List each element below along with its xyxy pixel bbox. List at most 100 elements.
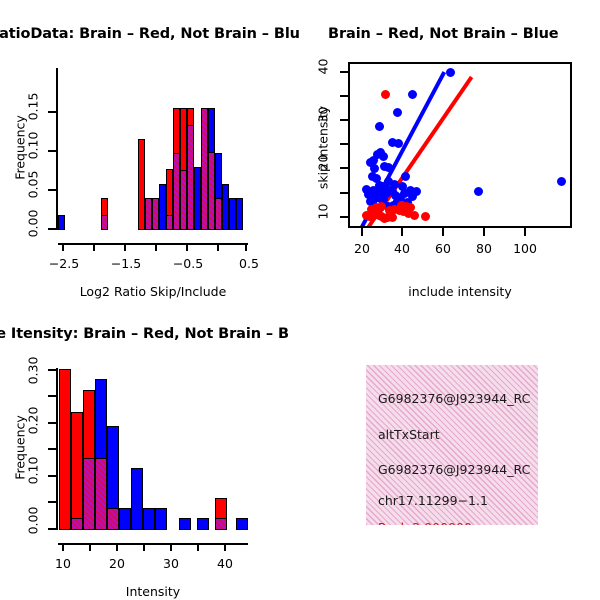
annotation-info-box: G6982376@J923944_RC altTxStart G6982376@… [366,365,538,525]
scatter-point [473,186,483,196]
ratio-bar-overlap [180,170,187,230]
intensity-bar-blue [143,508,155,530]
ratio-y-tick-mark-2 [48,150,56,152]
scatter-point [387,137,397,147]
ratio-bar-overlap [173,153,180,230]
ratio-bar-overlap [166,215,173,230]
intensity-x-tick-mark [62,543,64,551]
scatter-point [401,201,411,211]
scatter-x-tick-mark [524,228,526,236]
scatter-plot-frame [348,62,572,228]
scatter-point [365,196,375,206]
ratio-y-tick-mark-0 [48,228,56,230]
ratio-bar-overlap [201,108,208,230]
panel-intensity-scatter: Brain – Red, Not Brain – Blue skip inten… [300,0,600,300]
ratio-y-tick-mark-1 [48,189,56,191]
intensity-x-tick-mark [116,543,118,551]
scatter-point [405,185,415,195]
panel-ratio-histogram: RatioData: Brain – Red, Not Brain – Blu … [0,0,300,300]
scatter-point [556,176,566,186]
scatter-x-tick-mark [401,228,403,236]
scatter-x-tick-80: 80 [476,241,492,256]
ratio-bar-overlap [152,198,159,230]
ratio-bar-blue [215,153,222,198]
scatter-y-tick-mark [340,95,348,97]
intensity-y-tick-0.00: 0.00 [25,506,41,535]
ratio-y-tick-0.10: 0.10 [25,131,41,160]
intensity-y-tick-0.30: 0.30 [25,356,41,385]
scatter-point [392,107,402,117]
panel-annotation-info: G6982376@J923944_RC altTxStart G6982376@… [300,300,600,600]
scatter-y-tick-10: 10 [315,203,331,220]
ratio-x-tick--2.5: −2.5 [48,256,80,271]
intensity-y-tick-mark [48,369,56,371]
ratio-bar-overlap [215,198,222,230]
scatter-point [420,211,430,221]
scatter-point [374,121,384,131]
scatter-point [363,189,373,199]
ratio-bar-overlap [208,152,215,230]
scatter-y-tick-mark [340,216,348,218]
ratio-bar-blue [58,215,65,230]
scatter-point [399,188,409,198]
ratio-x-tick--0.5: −0.5 [172,256,204,271]
scatter-point [403,208,413,218]
intensity-y-tick-mark [48,448,56,450]
info-line-pval: Pval: 2.000000 [378,520,472,525]
intensity-x-tick-mark [170,543,172,551]
intensity-bar-blue [197,518,209,530]
scatter-y-tick-mark [340,192,348,194]
ratio-bar-blue [222,184,229,230]
intensity-bar-blue [236,518,248,530]
intensity-bar-red [59,369,71,530]
scatter-x-tick-mark [442,228,444,236]
ratio-bar-overlap [101,215,108,230]
scatter-point [409,210,419,220]
intensity-x-axis-line [58,543,248,545]
scatter-point [390,190,400,200]
intensity-x-tick-mark [89,543,91,551]
intensity-y-tick-mark [48,528,56,530]
scatter-x-tick-mark [361,228,363,236]
scatter-point [387,212,397,222]
intensity-x-tick-mark [224,543,226,551]
scatter-point [371,173,381,183]
scatter-point [389,179,399,189]
ratio-bar-red [166,169,173,215]
ratio-y-axis-line [56,68,58,230]
ratio-y-tick-0.15: 0.15 [25,92,41,121]
ratio-x-tick-mark [186,243,188,251]
ratio-x-tick-mark [93,243,95,251]
intensity-bar-overlap [107,508,119,530]
ratio-x-tick-mark [217,243,219,251]
panel-intensity-histogram: ne Itensity: Brain – Red, Not Brain – B … [0,300,300,600]
intensity-bar-blue [155,508,167,530]
scatter-y-tick-mark [340,71,348,73]
scatter-title: Brain – Red, Not Brain – Blue [328,26,559,42]
intensity-y-tick-0.10: 0.10 [25,456,41,485]
info-line-coordinates: chr17.11299−1.1 [378,493,488,508]
intensity-x-tick-40: 40 [217,556,233,571]
scatter-point [376,201,386,211]
scatter-point [361,184,371,194]
intensity-y-axis-line [56,368,58,530]
scatter-y-tick-mark [340,167,348,169]
ratio-x-axis-line [58,243,248,245]
scatter-point [384,205,394,215]
intensity-x-tick-mark [197,543,199,551]
scatter-point [445,67,455,77]
scatter-point [398,206,408,216]
intensity-bar-overlap [71,518,83,530]
ratio-x-tick-0.5: 0.5 [239,256,259,271]
intensity-bar-overlap [215,518,227,530]
scatter-y-tick-mark [340,119,348,121]
ratio-bar-red [180,108,187,170]
scatter-point [368,155,378,165]
scatter-point [395,192,405,202]
intensity-x-tick-30: 30 [163,556,179,571]
ratio-bar-overlap [187,125,194,230]
scatter-point [396,200,406,210]
intensity-bar-blue [131,468,143,530]
intensity-x-tick-10: 10 [55,556,71,571]
